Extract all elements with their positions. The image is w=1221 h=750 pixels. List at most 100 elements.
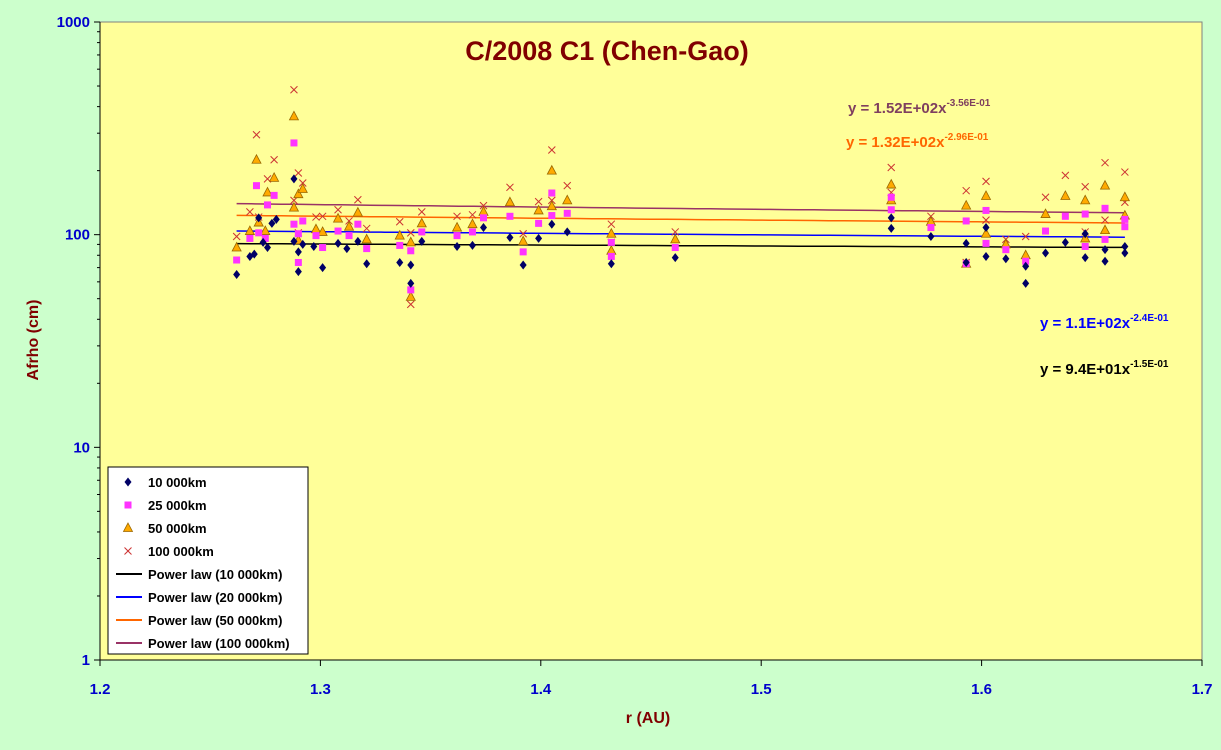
trendlines bbox=[236, 202, 1125, 249]
data-point bbox=[334, 205, 342, 214]
data-point bbox=[887, 213, 895, 223]
data-point bbox=[962, 186, 971, 195]
data-point bbox=[982, 239, 990, 247]
equation-exponent: -2.96E-01 bbox=[944, 132, 988, 143]
data-point bbox=[886, 178, 897, 189]
data-point bbox=[468, 240, 476, 250]
data-point bbox=[1121, 168, 1129, 176]
data-point bbox=[299, 239, 307, 249]
data-point bbox=[962, 257, 970, 267]
data-point bbox=[332, 212, 344, 223]
equation-exponent: -1.5E-01 bbox=[1130, 359, 1169, 370]
data-point bbox=[547, 146, 556, 154]
x-marker-stroke bbox=[312, 213, 320, 221]
x-marker-stroke bbox=[887, 163, 896, 172]
data-point bbox=[1002, 246, 1010, 254]
data-point bbox=[962, 238, 970, 248]
legend-label: 100 000km bbox=[148, 544, 214, 559]
y-tick-label: 100 bbox=[65, 227, 90, 244]
x-marker-stroke bbox=[506, 183, 514, 192]
data-point bbox=[671, 253, 679, 263]
data-point bbox=[334, 227, 342, 235]
data-point bbox=[606, 227, 617, 238]
data-point bbox=[519, 248, 527, 256]
data-point bbox=[1041, 193, 1050, 202]
legend-label: 50 000km bbox=[148, 521, 207, 536]
x-marker-stroke bbox=[395, 217, 404, 226]
data-point bbox=[1121, 215, 1129, 223]
x-tick-label: 1.5 bbox=[751, 681, 772, 698]
data-point bbox=[1061, 171, 1070, 180]
data-point bbox=[317, 226, 328, 236]
data-point bbox=[547, 196, 556, 205]
trendline-equation: y = 1.1E+02x-2.4E-01 bbox=[1040, 313, 1169, 332]
data-point bbox=[982, 177, 990, 186]
x-tick-label: 1.3 bbox=[310, 681, 331, 698]
equation-base: y = 1.52E+02x bbox=[848, 100, 947, 117]
data-point bbox=[506, 183, 514, 192]
x-marker-stroke bbox=[468, 210, 477, 219]
data-point bbox=[504, 196, 516, 207]
data-point bbox=[407, 278, 415, 288]
x-marker-stroke bbox=[982, 216, 990, 225]
x-marker-stroke bbox=[1041, 193, 1050, 202]
data-point bbox=[670, 233, 681, 244]
data-point bbox=[468, 228, 476, 236]
data-point bbox=[535, 219, 543, 227]
data-point bbox=[1042, 248, 1050, 258]
data-point bbox=[294, 267, 302, 277]
data-point bbox=[1121, 223, 1129, 231]
legend-label: Power law (20 000km) bbox=[148, 590, 282, 605]
data-point bbox=[264, 201, 272, 209]
data-point bbox=[533, 204, 544, 215]
data-point bbox=[1022, 278, 1030, 288]
data-point bbox=[1021, 232, 1030, 241]
x-marker-stroke bbox=[534, 197, 543, 206]
data-point bbox=[261, 234, 269, 242]
data-point bbox=[607, 238, 615, 246]
data-point bbox=[319, 244, 327, 252]
data-point bbox=[246, 208, 254, 216]
equation-base: y = 1.1E+02x bbox=[1040, 315, 1131, 332]
equation-exponent: -3.56E-01 bbox=[946, 98, 990, 109]
data-point bbox=[563, 181, 572, 190]
data-point bbox=[479, 223, 487, 233]
legend-box bbox=[107, 466, 309, 655]
data-point bbox=[259, 237, 267, 247]
data-point bbox=[290, 220, 298, 228]
data-point bbox=[887, 163, 896, 172]
data-point bbox=[363, 259, 371, 269]
data-point bbox=[546, 164, 557, 175]
x-marker-stroke bbox=[962, 186, 971, 195]
data-point bbox=[1081, 210, 1089, 218]
data-point bbox=[290, 139, 298, 147]
data-point bbox=[231, 241, 242, 252]
data-point bbox=[1022, 257, 1030, 265]
data-point bbox=[262, 186, 273, 197]
data-point bbox=[980, 190, 992, 200]
data-point bbox=[479, 214, 487, 222]
data-point bbox=[1121, 241, 1129, 251]
data-point bbox=[519, 260, 527, 270]
data-point bbox=[927, 224, 935, 232]
data-point bbox=[607, 220, 616, 229]
x-marker-stroke bbox=[519, 229, 528, 238]
x-marker-stroke bbox=[479, 201, 488, 210]
legend-label: Power law (10 000km) bbox=[148, 567, 282, 582]
data-point bbox=[233, 256, 241, 264]
data-point bbox=[319, 263, 327, 273]
x-tick-label: 1.4 bbox=[530, 681, 552, 698]
data-point bbox=[290, 85, 298, 94]
data-point bbox=[394, 229, 405, 240]
trendline bbox=[236, 230, 1125, 238]
x-marker-stroke bbox=[1061, 171, 1070, 180]
data-point bbox=[1081, 242, 1089, 250]
x-marker-stroke bbox=[563, 181, 572, 190]
data-point bbox=[418, 228, 426, 236]
data-point bbox=[1002, 254, 1010, 264]
data-point bbox=[548, 219, 556, 229]
data-point bbox=[354, 236, 362, 246]
trendline bbox=[236, 214, 1125, 224]
data-point bbox=[407, 286, 415, 294]
